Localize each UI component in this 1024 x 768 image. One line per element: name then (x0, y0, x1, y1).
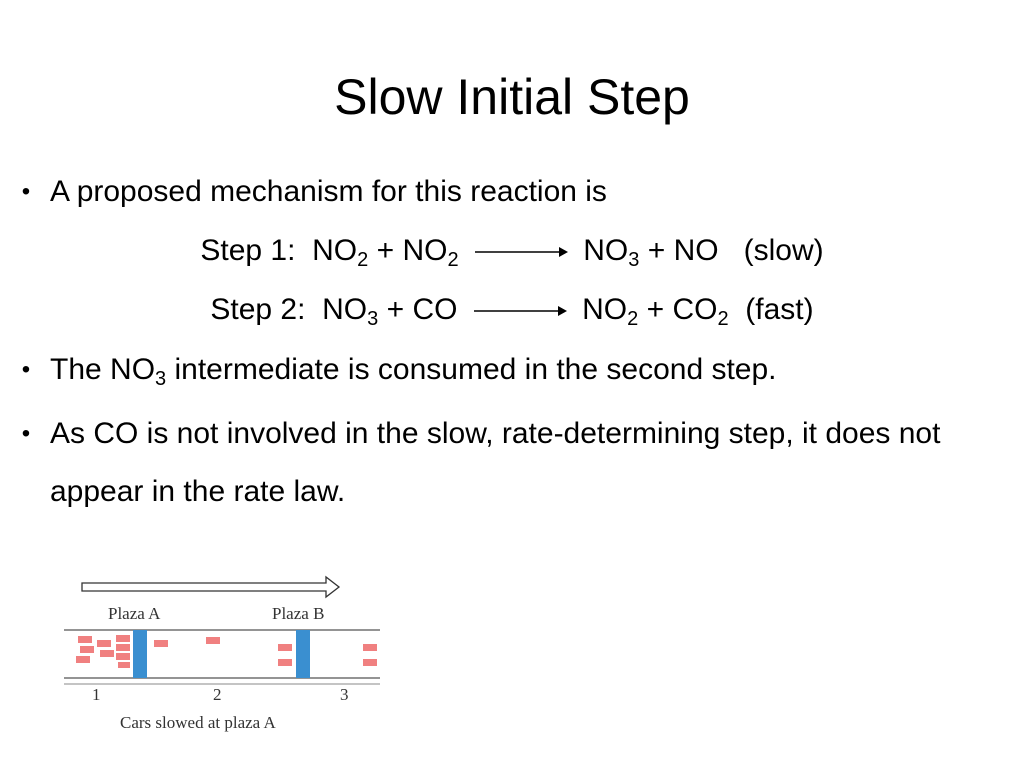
reactant-1: NO2 (312, 234, 369, 271)
slide-title: Slow Initial Step (334, 69, 690, 125)
section-2-label: 2 (213, 685, 222, 704)
plaza-diagram (64, 575, 380, 685)
step-label: Step 1: (200, 234, 296, 267)
plus-sign: + (647, 234, 666, 267)
step-label: Step 2: (210, 293, 306, 326)
bullet-mechanism: • A proposed mechanism for this reaction… (14, 174, 1004, 210)
plaza-b-booth (296, 630, 310, 678)
plaza-b-label: Plaza B (272, 604, 325, 623)
plus-sign: + (386, 293, 405, 326)
section-1-label: 1 (92, 685, 101, 704)
plus-sign: + (646, 293, 665, 326)
product-1: NO2 (582, 293, 639, 330)
bullet-text: A proposed mechanism for this reaction i… (50, 175, 607, 208)
cars-section-3 (278, 644, 377, 666)
reactant-2: CO (412, 293, 458, 326)
reactant-1: NO3 (322, 293, 379, 330)
plaza-a-label: Plaza A (108, 604, 161, 623)
equation-step-2: Step 2: NO3 + CO NO2 + CO2 (fast) (0, 292, 1024, 330)
rate-label: (slow) (743, 234, 824, 267)
reactant-2: NO2 (402, 234, 459, 271)
direction-arrow-icon (81, 575, 341, 599)
bullet-dot: • (21, 420, 31, 447)
product-2: NO (673, 234, 719, 267)
reaction-arrow-icon (474, 247, 568, 258)
figure-caption: Cars slowed at plaza A (120, 713, 276, 732)
bullet-dot: • (21, 356, 31, 383)
bullet-text: As CO is not involved in the slow, rate-… (50, 417, 941, 508)
product-1: NO3 (583, 234, 640, 271)
toll-plaza-figure: Plaza A Plaza B 1 2 3 Cars slowed at pla… (60, 570, 390, 745)
bullet-intermediate: • The NO3 intermediate is consumed in th… (14, 352, 1004, 390)
cars-section-2 (154, 637, 220, 647)
reaction-arrow-icon (473, 306, 567, 317)
cars-queued (76, 635, 130, 668)
equation-step-1: Step 1: NO2 + NO2 NO3 + NO (slow) (0, 233, 1024, 271)
product-2: CO2 (672, 293, 729, 330)
bullet-dot: • (21, 178, 31, 205)
rate-label: (fast) (745, 293, 814, 326)
bullet-text: The NO3 intermediate is consumed in the … (50, 353, 777, 390)
bullet-rate-law: • As CO is not involved in the slow, rat… (14, 416, 1004, 516)
plaza-a-booth (133, 630, 147, 678)
section-3-label: 3 (340, 685, 349, 704)
plus-sign: + (376, 234, 395, 267)
